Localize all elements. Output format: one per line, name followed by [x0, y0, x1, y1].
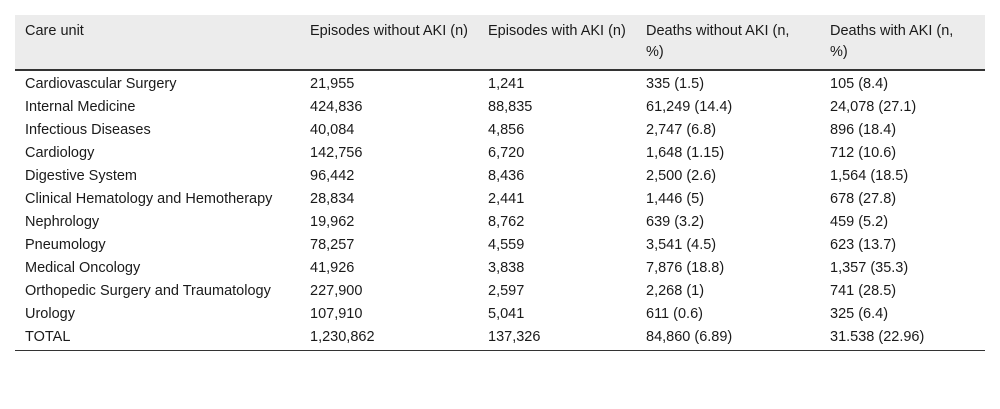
cell-deaths-without-aki: 3,541 (4.5)	[646, 237, 717, 253]
cell-care-unit: Cardiology	[25, 145, 95, 161]
cell-care-unit: Orthopedic Surgery and Traumatology	[25, 283, 271, 299]
table-row: Cardiovascular Surgery 21,955 1,241 335 (1.…	[15, 70, 985, 96]
cell-deaths-without-aki: 2,747 (6.8)	[646, 122, 717, 138]
table-row: Pneumology 78,257 4,559 3,541 (4.5) 623 (13.…	[15, 234, 985, 257]
cell-episodes-with-aki: 4,559	[488, 237, 525, 253]
cell-deaths-with-aki: 24,078 (27.1)	[830, 99, 917, 115]
cell-episodes-without-aki: 41,926	[310, 260, 355, 276]
cell-episodes-with-aki: 137,326	[488, 329, 541, 345]
cell-episodes-with-aki: 6,720	[488, 145, 525, 161]
table-row: Digestive System 96,442 8,436 2,500 (2.6) 1,…	[15, 165, 985, 188]
table-row: Medical Oncology 41,926 3,838 7,876 (18.8) 1…	[15, 257, 985, 280]
cell-episodes-with-aki: 1,241	[488, 76, 525, 92]
cell-episodes-with-aki: 88,835	[488, 99, 533, 115]
cell-episodes-without-aki: 1,230,862	[310, 329, 375, 345]
header-row: Care unit Episodes without AKI (n) Episo…	[15, 15, 985, 71]
table-row: Clinical Hematology and Hemotherapy 28,83…	[15, 188, 985, 211]
cell-deaths-without-aki: 1,648 (1.15)	[646, 145, 725, 161]
cell-care-unit: Urology	[25, 306, 75, 322]
cell-deaths-without-aki: 335 (1.5)	[646, 76, 705, 92]
table-row: Orthopedic Surgery and Traumatology 227,9…	[15, 280, 985, 303]
cell-episodes-without-aki: 28,834	[310, 191, 355, 207]
table-row: Infectious Diseases 40,084 4,856 2,747 (6.8…	[15, 119, 985, 142]
cell-episodes-without-aki: 142,756	[310, 145, 363, 161]
cell-episodes-with-aki: 5,041	[488, 306, 525, 322]
cell-deaths-with-aki: 105 (8.4)	[830, 76, 889, 92]
cell-episodes-without-aki: 40,084	[310, 122, 355, 138]
table-row: Urology 107,910 5,041 611 (0.6) 325 (6.4)	[15, 303, 985, 326]
cell-deaths-without-aki: 84,860 (6.89)	[646, 329, 733, 345]
cell-deaths-with-aki: 1,564 (18.5)	[830, 168, 909, 184]
cell-deaths-with-aki: 678 (27.8)	[830, 191, 897, 207]
cell-deaths-without-aki: 2,268 (1)	[646, 283, 705, 299]
header-deaths-with-aki: Deaths with AKI (n, %)	[820, 15, 985, 71]
header-care-unit: Care unit	[15, 15, 300, 71]
cell-deaths-without-aki: 1,446 (5)	[646, 191, 705, 207]
cell-episodes-with-aki: 2,597	[488, 283, 525, 299]
cell-episodes-without-aki: 19,962	[310, 214, 355, 230]
cell-episodes-with-aki: 3,838	[488, 260, 525, 276]
cell-care-unit: Cardiovascular Surgery	[25, 76, 177, 92]
cell-care-unit: TOTAL	[25, 329, 71, 345]
cell-deaths-with-aki: 712 (10.6)	[830, 145, 897, 161]
cell-deaths-without-aki: 7,876 (18.8)	[646, 260, 725, 276]
cell-deaths-with-aki: 31.538 (22.96)	[830, 329, 925, 345]
table-header: Care unit Episodes without AKI (n) Episo…	[15, 15, 985, 71]
header-episodes-without-aki: Episodes without AKI (n)	[300, 15, 478, 71]
cell-episodes-without-aki: 424,836	[310, 99, 363, 115]
cell-episodes-without-aki: 78,257	[310, 237, 355, 253]
cell-care-unit: Medical Oncology	[25, 260, 141, 276]
cell-deaths-with-aki: 623 (13.7)	[830, 237, 897, 253]
cell-deaths-with-aki: 896 (18.4)	[830, 122, 897, 138]
table-row: Cardiology 142,756 6,720 1,648 (1.15) 712 (1…	[15, 142, 985, 165]
care-unit-table: Care unit Episodes without AKI (n) Episo…	[15, 15, 985, 351]
cell-deaths-with-aki: 741 (28.5)	[830, 283, 897, 299]
cell-deaths-without-aki: 611 (0.6)	[646, 306, 703, 322]
cell-deaths-with-aki: 459 (5.2)	[830, 214, 889, 230]
cell-care-unit: Nephrology	[25, 214, 100, 230]
cell-episodes-without-aki: 227,900	[310, 283, 363, 299]
cell-care-unit: Pneumology	[25, 237, 106, 253]
header-episodes-with-aki: Episodes with AKI (n)	[478, 15, 636, 71]
table-body: Cardiovascular Surgery 21,955 1,241 335 (1.…	[15, 70, 985, 351]
cell-care-unit: Digestive System	[25, 168, 138, 184]
table-row: Internal Medicine 424,836 88,835 61,249 (14…	[15, 96, 985, 119]
header-deaths-without-aki: Deaths without AKI (n, %)	[636, 15, 820, 71]
cell-episodes-without-aki: 107,910	[310, 306, 363, 322]
cell-care-unit: Internal Medicine	[25, 99, 136, 115]
cell-deaths-without-aki: 2,500 (2.6)	[646, 168, 717, 184]
table-row: Nephrology 19,962 8,762 639 (3.2) 459 (5.2)	[15, 211, 985, 234]
cell-episodes-without-aki: 21,955	[310, 76, 355, 92]
cell-care-unit: Clinical Hematology and Hemotherapy	[25, 191, 273, 207]
table-row: TOTAL 1,230,862 137,326 84,860 (6.89) 31.538…	[15, 326, 985, 351]
cell-deaths-without-aki: 639 (3.2)	[646, 214, 705, 230]
cell-care-unit: Infectious Diseases	[25, 122, 151, 138]
cell-deaths-without-aki: 61,249 (14.4)	[646, 99, 733, 115]
cell-deaths-with-aki: 1,357 (35.3)	[830, 260, 909, 276]
cell-episodes-with-aki: 8,762	[488, 214, 525, 230]
cell-episodes-with-aki: 8,436	[488, 168, 525, 184]
cell-episodes-with-aki: 2,441	[488, 191, 525, 207]
cell-deaths-with-aki: 325 (6.4)	[830, 306, 889, 322]
cell-episodes-without-aki: 96,442	[310, 168, 355, 184]
cell-episodes-with-aki: 4,856	[488, 122, 525, 138]
